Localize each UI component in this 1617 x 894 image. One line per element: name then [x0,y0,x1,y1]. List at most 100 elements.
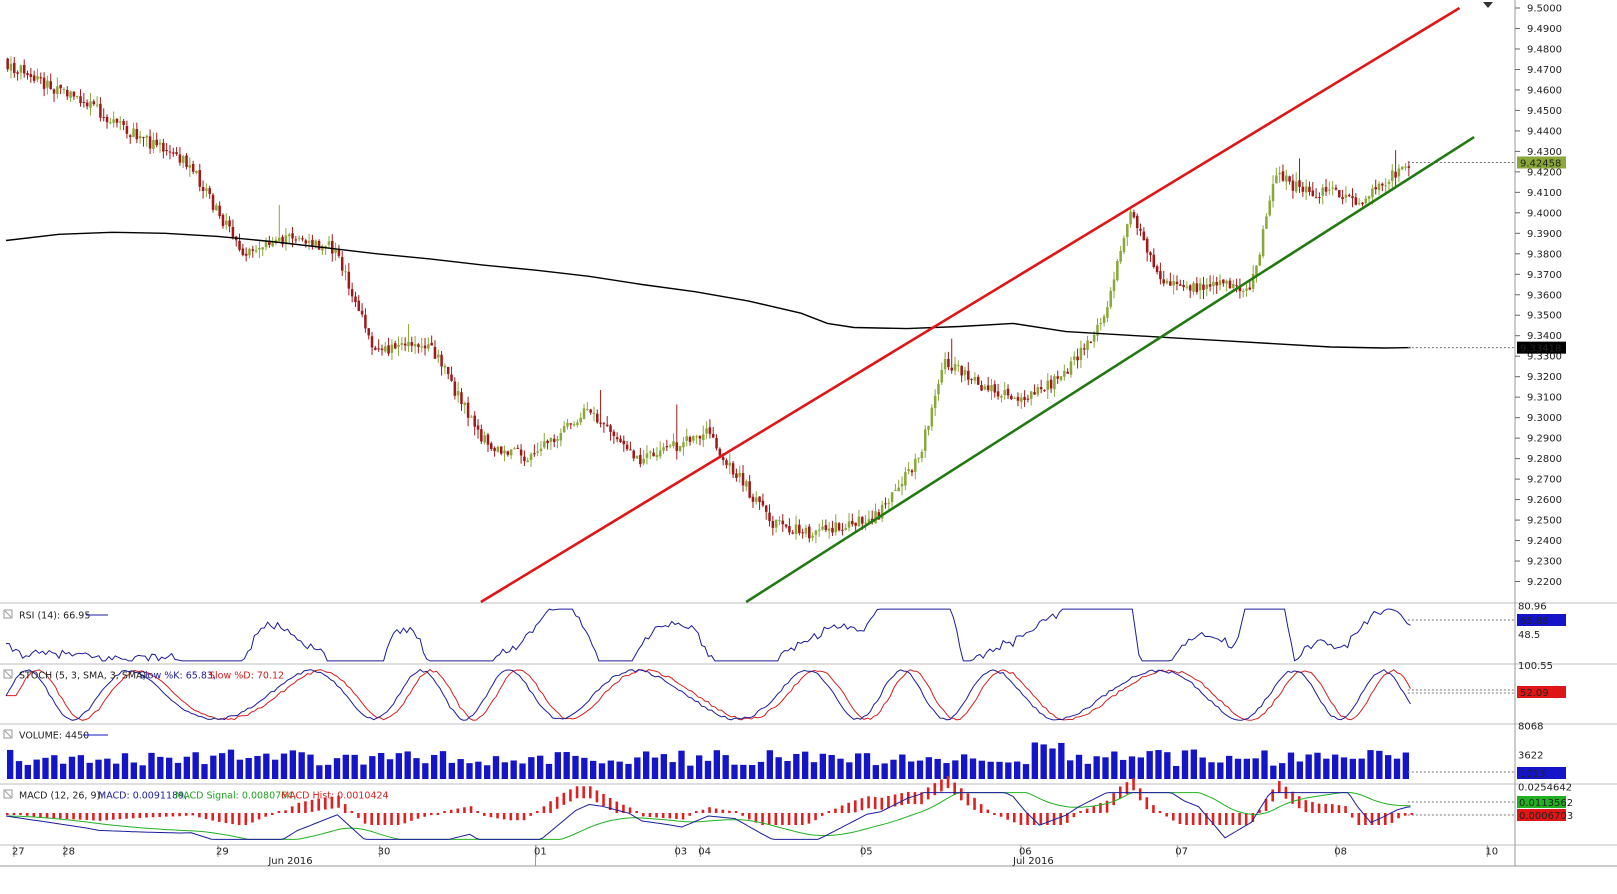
candle [1139,223,1142,237]
volume-bar [872,765,879,779]
candle-body [215,205,218,211]
macd-hist-bar [661,813,665,818]
volume-panel[interactable]: 1013 [7,742,1566,780]
candle-body [470,416,473,418]
candle [1165,278,1169,285]
candle-body [751,496,755,502]
macd-hist-bar [1145,797,1149,810]
volume-bar [86,762,93,779]
macd-hist-bar [834,808,837,813]
candle-body [400,343,404,345]
volume-bar [1217,762,1224,779]
candle-body [1056,376,1059,379]
stoch-value-box [1517,686,1566,698]
candle-body [937,383,940,395]
month-label: Jun 2016 [267,856,312,867]
volume-bar [1164,752,1171,779]
candle-body [52,89,56,94]
candle-body [711,433,715,438]
candle-body [413,344,417,347]
macd-hist-bar [854,800,857,813]
price-tick-label: 9.4900 [1527,24,1562,35]
macd-hist-bar [277,811,281,813]
macd-hist-bar [986,809,990,813]
volume-bar [669,762,676,779]
candle [1387,179,1391,190]
candle-body [450,374,453,381]
candle-body [22,65,26,74]
macd-hist-bar [138,813,142,818]
candle-body [311,239,314,246]
macd-panel[interactable]: 0.0113562 0.0006703 [5,776,1573,840]
macd-hist-bar [1297,796,1301,809]
volume-bar [978,760,985,779]
candle-body [1235,285,1238,287]
candle [817,523,821,537]
candle-body [496,446,500,452]
volume-bar [1155,750,1162,779]
candle [152,132,155,154]
volume-bar [466,763,473,779]
candle-body [602,423,606,425]
volume-bar [828,754,835,779]
volume-bar [528,757,535,779]
price-tick-label: 9.4800 [1527,44,1562,55]
macd-hist-bar [112,813,115,820]
volume-bar [439,751,447,779]
candle-body [731,463,735,475]
candle-body [16,72,19,74]
candle-body [741,473,745,486]
candle-body [1238,286,1242,292]
candle-body [79,96,82,103]
candle-body [1377,183,1381,191]
rsi-panel[interactable]: 65.86 [5,608,1566,662]
candle-body [1198,283,1202,291]
candle-body [1288,176,1291,182]
price-tick-label: 9.2800 [1527,454,1562,465]
candle [725,458,728,469]
volume-bar [113,763,120,779]
volume-bar [192,752,199,779]
candle-body [1043,390,1046,392]
volume-bar [1385,755,1392,779]
candle [1135,213,1139,236]
candle-body [1076,356,1079,361]
candle-body [211,194,215,210]
candle-body [85,102,89,107]
volume-bar [395,753,402,779]
volume-bar [722,755,729,779]
candle-body [887,502,891,504]
panel-close-icon [3,669,13,679]
candle-body [592,412,596,414]
candle [463,401,467,414]
candle [1245,284,1248,297]
candle-body [423,345,427,349]
price-tick-label: 9.3400 [1527,331,1562,342]
volume-bar [678,750,685,779]
price-panel[interactable] [5,2,1493,604]
candle-body [357,300,361,311]
rsi-axis-mid: 48.5 [1518,630,1540,641]
stoch-panel[interactable]: 52.09 [5,668,1566,721]
macd-hist-bar [211,813,214,821]
candle-body [384,346,387,352]
candle-body [1391,170,1394,182]
candle [993,380,997,398]
candle [397,336,400,356]
candle-body [622,440,626,445]
candle [1278,166,1281,183]
candle-body [1155,266,1159,273]
candle-body [1341,197,1344,200]
candle [281,234,284,248]
candle [933,389,937,417]
candle-body [1228,280,1232,289]
candle [413,336,417,354]
volume-bar [457,759,464,779]
macd-hist-bar [1191,813,1195,825]
candle-body [188,164,192,168]
candle-body [1281,171,1285,181]
ma-price-box [1517,341,1566,354]
candle-body [1324,187,1328,192]
candle [1016,392,1020,407]
